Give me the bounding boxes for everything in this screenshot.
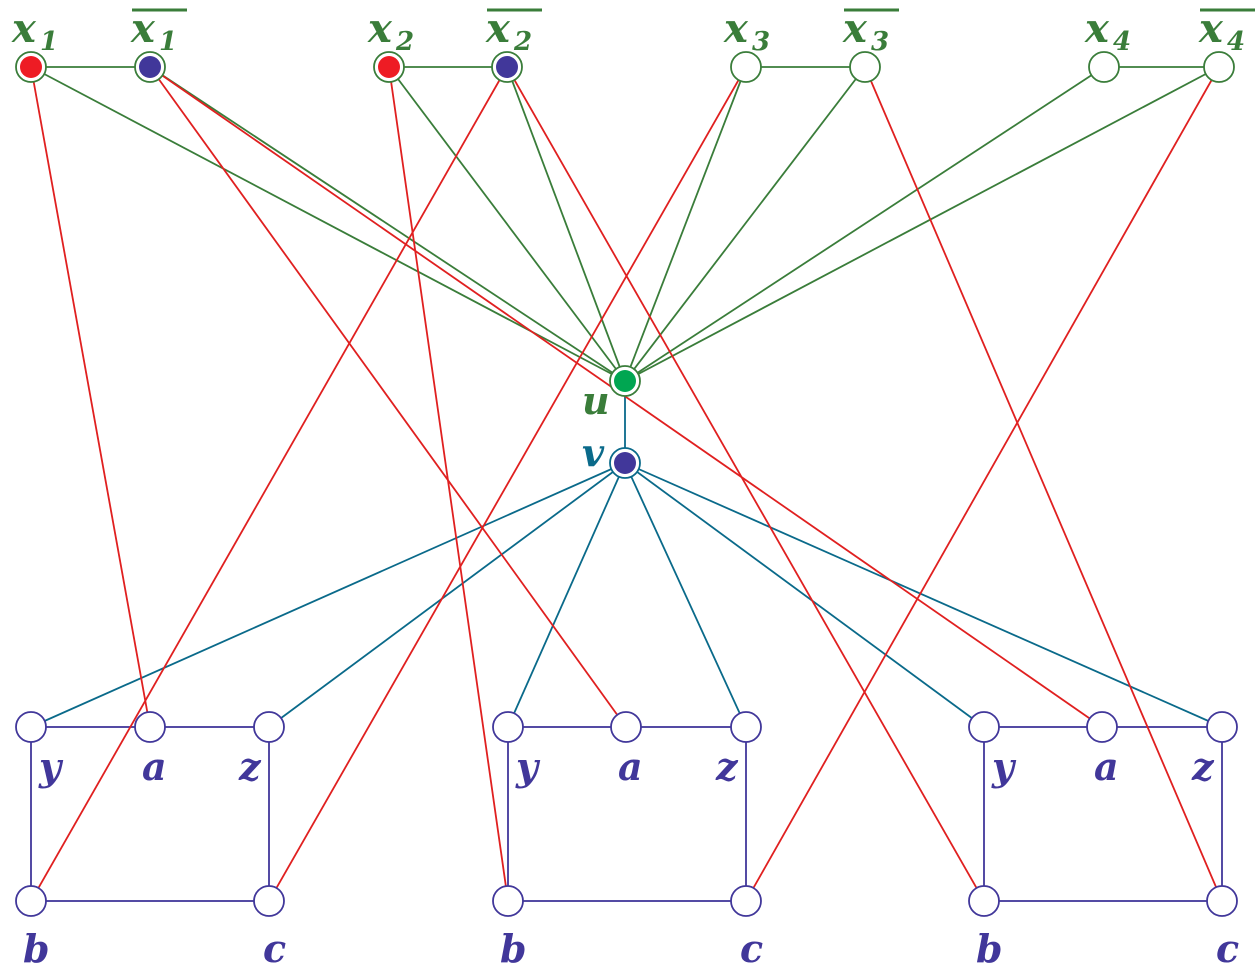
edge-x3-u bbox=[624, 66, 747, 382]
label-g1-a: a bbox=[142, 744, 167, 789]
nodes-layer bbox=[15, 51, 1238, 917]
node-x2-fill bbox=[378, 56, 400, 78]
clause-edge-x3n-g3-c bbox=[864, 66, 1223, 902]
node-g3-z bbox=[1206, 711, 1238, 743]
edge-x2n-u bbox=[506, 66, 626, 382]
edge-x3n-u bbox=[624, 66, 866, 382]
label-x1n-base: x bbox=[130, 5, 156, 52]
label-g1-z: z bbox=[238, 744, 262, 789]
label-x3n-sub: 3 bbox=[871, 27, 889, 57]
label-g3-y: y bbox=[991, 744, 1017, 789]
node-x1n-fill bbox=[139, 56, 161, 78]
label-x4n-sub: 4 bbox=[1227, 27, 1245, 57]
label-x3-base: x bbox=[723, 5, 749, 52]
edge-v-g1-y bbox=[30, 462, 626, 728]
edge-v-g3-y bbox=[624, 462, 985, 728]
label-g3-c: c bbox=[1216, 926, 1239, 969]
node-x4-ring bbox=[1088, 51, 1120, 83]
node-v-fill bbox=[614, 452, 636, 474]
edge-v-g2-z bbox=[624, 462, 747, 728]
node-g3-c bbox=[1206, 885, 1238, 917]
label-v: v bbox=[582, 430, 605, 475]
label-g2-b: b bbox=[500, 926, 527, 969]
label-x4-sub: 4 bbox=[1113, 27, 1131, 57]
label-g1-b: b bbox=[23, 926, 50, 969]
label-x1-base: x bbox=[11, 5, 37, 52]
node-x4n-ring bbox=[1203, 51, 1235, 83]
clause-edge-x1n-g2-a bbox=[149, 66, 627, 728]
node-x3-ring bbox=[730, 51, 762, 83]
edges-layer bbox=[30, 66, 1223, 902]
label-g2-c: c bbox=[740, 926, 763, 969]
label-x4n-base: x bbox=[1198, 5, 1224, 52]
clause-edge-x1n-g3-a bbox=[149, 66, 1103, 728]
label-g3-b: b bbox=[976, 926, 1003, 969]
node-g3-b bbox=[968, 885, 1000, 917]
label-g2-z: z bbox=[715, 744, 739, 789]
clause-edge-x2n-g1-b bbox=[30, 66, 508, 902]
edge-x1n-u bbox=[149, 66, 626, 382]
node-g1-y bbox=[15, 711, 47, 743]
edge-v-g3-z bbox=[624, 462, 1223, 728]
clause-edge-x3-g1-c bbox=[268, 66, 747, 902]
label-g2-y: y bbox=[515, 744, 541, 789]
node-g2-a bbox=[610, 711, 642, 743]
clause-edge-x2-g2-b bbox=[388, 66, 509, 902]
edge-v-g1-z bbox=[268, 462, 626, 728]
label-x2n-sub: 2 bbox=[513, 27, 532, 57]
node-g1-z bbox=[253, 711, 285, 743]
label-g3-a: a bbox=[1094, 744, 1119, 789]
label-x2-base: x bbox=[367, 5, 393, 52]
label-x3n-base: x bbox=[842, 5, 868, 52]
node-g1-b bbox=[15, 885, 47, 917]
clause-edge-x1-g1-a bbox=[30, 66, 151, 728]
node-g1-c bbox=[253, 885, 285, 917]
clause-edge-x2n-g3-b bbox=[506, 66, 985, 902]
edge-x4-u bbox=[624, 66, 1105, 382]
label-x1n-sub: 1 bbox=[159, 27, 177, 57]
node-g2-b bbox=[492, 885, 524, 917]
edge-v-g2-y bbox=[507, 462, 626, 728]
label-x3-sub: 3 bbox=[752, 27, 770, 57]
node-x2n-fill bbox=[496, 56, 518, 78]
node-g1-a bbox=[134, 711, 166, 743]
node-x1-fill bbox=[20, 56, 42, 78]
label-g1-y: y bbox=[38, 744, 64, 789]
node-g3-y bbox=[968, 711, 1000, 743]
clause-edge-x4n-g2-c bbox=[745, 66, 1220, 902]
label-x1-sub: 1 bbox=[40, 27, 58, 57]
label-u: u bbox=[582, 378, 610, 423]
label-g3-z: z bbox=[1191, 744, 1215, 789]
edge-x2-u bbox=[388, 66, 626, 382]
node-g3-a bbox=[1086, 711, 1118, 743]
edge-x4n-u bbox=[624, 66, 1220, 382]
label-g1-c: c bbox=[263, 926, 286, 969]
label-x2-sub: 2 bbox=[395, 27, 414, 57]
node-g2-y bbox=[492, 711, 524, 743]
label-x2n-base: x bbox=[485, 5, 511, 52]
label-x4-base: x bbox=[1084, 5, 1110, 52]
node-x3n-ring bbox=[849, 51, 881, 83]
node-u-fill bbox=[614, 370, 636, 392]
node-g2-c bbox=[730, 885, 762, 917]
label-g2-a: a bbox=[618, 744, 643, 789]
node-g2-z bbox=[730, 711, 762, 743]
